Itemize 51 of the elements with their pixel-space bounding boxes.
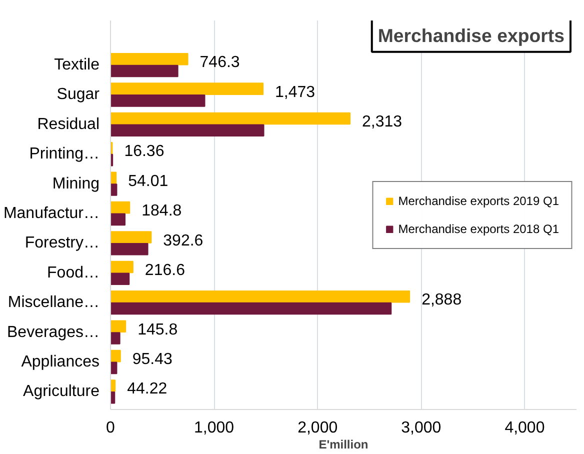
- bar: [110, 243, 148, 256]
- y-tick-label: Mining: [52, 175, 100, 192]
- legend-label: Merchandise exports 2019 Q1: [398, 194, 559, 208]
- x-tick-label: 0: [106, 420, 116, 436]
- x-tick-label: 4,000: [504, 420, 545, 436]
- y-tick-label: Sugar: [56, 86, 100, 104]
- bar: [110, 260, 134, 274]
- bar: [110, 213, 126, 226]
- bar: [110, 201, 130, 214]
- data-label: 2,888: [422, 292, 462, 309]
- data-label: 2,313: [362, 113, 402, 130]
- legend-label: Merchandise exports 2018 Q1: [398, 222, 559, 236]
- y-tick-label: Textile: [54, 56, 100, 74]
- x-axis-title: E'million: [318, 438, 368, 452]
- data-label: 1,473: [275, 84, 316, 101]
- y-tick-label: Manufactur…: [3, 205, 100, 222]
- data-label: 392.6: [163, 232, 204, 250]
- data-label: 44.22: [127, 380, 168, 398]
- data-label: 184.8: [142, 202, 182, 220]
- bar: [110, 94, 206, 107]
- bar: [110, 320, 126, 332]
- data-label: 95.43: [132, 351, 173, 368]
- bar: [110, 350, 121, 362]
- bar: [110, 302, 392, 315]
- data-label: 216.6: [144, 262, 186, 279]
- x-tick-label: 2,000: [298, 420, 338, 436]
- bar: [110, 184, 118, 196]
- y-tick-label: Appliances: [21, 353, 100, 370]
- chart-title: Merchandise exports: [378, 24, 565, 46]
- y-tick-label: Beverages…: [7, 324, 100, 341]
- y-tick-label: Forestry…: [24, 234, 100, 252]
- data-label: 54.01: [128, 172, 168, 190]
- bar: [110, 332, 120, 344]
- x-tick-label: 3,000: [401, 420, 442, 436]
- y-tick-label: Food…: [47, 264, 100, 282]
- bar: [110, 231, 152, 244]
- bar: [110, 272, 130, 285]
- y-tick-label: Residual: [37, 116, 100, 133]
- y-tick-label: Agriculture: [23, 383, 100, 400]
- x-tick-label: 1,000: [194, 420, 234, 436]
- bar: [110, 52, 188, 66]
- data-label: 16.36: [124, 143, 164, 160]
- data-label: 746.3: [200, 54, 240, 72]
- bar: [110, 112, 351, 125]
- bar: [110, 82, 264, 95]
- y-tick-label: Printing…: [29, 146, 100, 163]
- bar: [110, 64, 178, 78]
- bar: [110, 124, 264, 137]
- y-tick-label: Miscellane…: [8, 294, 100, 312]
- data-label: 145.8: [138, 321, 178, 338]
- bar: [110, 290, 410, 303]
